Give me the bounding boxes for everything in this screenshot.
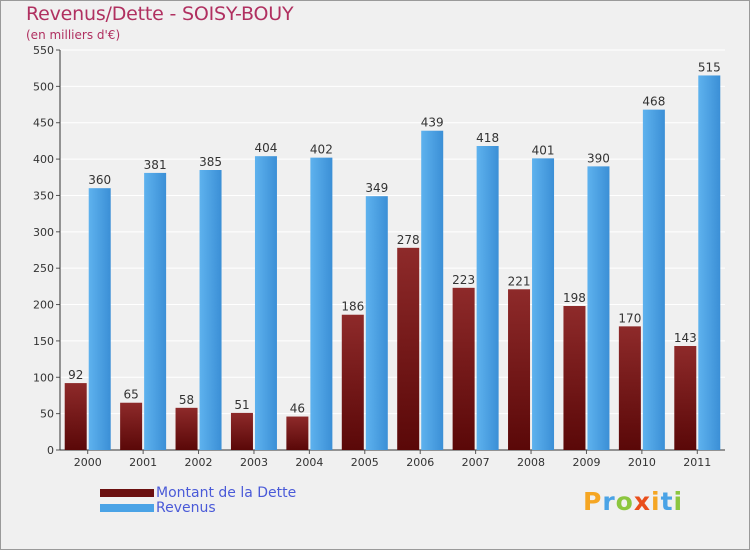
x-tick-label: 2003 xyxy=(240,456,268,469)
x-tick-label: 2011 xyxy=(683,456,711,469)
logo-letter: i xyxy=(651,487,661,516)
y-tick-label: 200 xyxy=(33,299,54,312)
x-tick-label: 2000 xyxy=(74,456,102,469)
data-label-debt: 278 xyxy=(397,233,420,247)
bar-revenue xyxy=(365,196,388,450)
data-label-revenue: 515 xyxy=(698,60,721,74)
bars xyxy=(64,75,721,451)
chart-subtitle: (en milliers d'€) xyxy=(26,28,121,42)
bar-debt xyxy=(397,247,420,450)
data-labels: 92 360 65 381 58 385 51 404 46 402 186 349 278 439 223… xyxy=(68,60,721,415)
data-label-debt: 221 xyxy=(508,274,531,288)
bar-revenue xyxy=(421,130,444,450)
y-tick-label: 450 xyxy=(33,117,54,130)
x-tick-label: 2001 xyxy=(129,456,157,469)
data-label-debt: 51 xyxy=(234,398,249,412)
logo-letter: x xyxy=(633,487,651,516)
y-tick-label: 150 xyxy=(33,335,54,348)
bar-debt xyxy=(64,383,87,450)
data-label-debt: 58 xyxy=(179,393,194,407)
bar-revenue xyxy=(642,109,665,451)
y-tick-label: 0 xyxy=(47,444,54,457)
y-tick-label: 100 xyxy=(33,371,54,384)
data-label-debt: 46 xyxy=(290,402,305,416)
bar-debt xyxy=(286,416,309,450)
bar-revenue xyxy=(476,146,499,450)
legend-swatch-debt xyxy=(100,489,154,497)
data-label-revenue: 418 xyxy=(476,131,499,145)
y-tick-label: 250 xyxy=(33,262,54,275)
bar-revenue xyxy=(144,172,167,450)
grid-lines xyxy=(60,49,725,451)
data-label-revenue: 401 xyxy=(532,143,555,157)
data-label-debt: 65 xyxy=(123,388,138,402)
bar-debt xyxy=(230,412,253,450)
x-axis-ticks: 2000 2001 2002 2003 2004 2005 2006 2007 2008 2009… xyxy=(74,450,711,469)
legend-label-revenue: Revenus xyxy=(156,500,216,516)
y-tick-label: 550 xyxy=(33,44,54,57)
bar-revenue xyxy=(254,156,277,450)
x-tick-label: 2010 xyxy=(628,456,656,469)
logo-letter: t xyxy=(660,487,674,516)
data-label-debt: 170 xyxy=(618,311,641,325)
data-label-debt: 198 xyxy=(563,291,586,305)
data-label-revenue: 360 xyxy=(88,173,111,187)
data-label-revenue: 404 xyxy=(255,141,278,155)
bar-debt xyxy=(674,346,697,450)
data-label-debt: 143 xyxy=(674,331,697,345)
data-label-debt: 92 xyxy=(68,368,83,382)
data-label-revenue: 349 xyxy=(365,181,388,195)
bar-revenue xyxy=(587,166,610,450)
data-label-revenue: 390 xyxy=(587,151,610,165)
legend-swatch-revenue xyxy=(100,504,154,512)
bar-revenue xyxy=(88,188,111,450)
legend-label-debt: Montant de la Dette xyxy=(156,485,297,501)
bar-revenue xyxy=(698,75,721,451)
data-label-revenue: 402 xyxy=(310,143,333,157)
y-tick-label: 400 xyxy=(33,153,54,166)
bar-debt xyxy=(175,407,198,450)
bar-debt xyxy=(452,287,475,450)
data-label-revenue: 385 xyxy=(199,155,222,169)
bar-debt xyxy=(508,289,531,450)
y-tick-label: 350 xyxy=(33,189,54,202)
data-label-revenue: 381 xyxy=(144,158,167,172)
bar-debt xyxy=(563,306,586,450)
bar-revenue xyxy=(310,157,333,451)
logo-letter: r xyxy=(602,487,616,516)
bar-debt xyxy=(618,326,641,450)
data-label-debt: 223 xyxy=(452,273,475,287)
x-tick-label: 2005 xyxy=(351,456,379,469)
data-label-revenue: 468 xyxy=(642,95,665,109)
data-label-debt: 186 xyxy=(341,300,364,314)
data-label-revenue: 439 xyxy=(421,116,444,130)
logo-letter: P xyxy=(583,487,603,516)
bar-revenue xyxy=(199,170,222,450)
y-tick-label: 50 xyxy=(40,408,54,421)
bar-debt xyxy=(341,314,364,450)
x-tick-label: 2002 xyxy=(185,456,213,469)
proxiti-logo: Proxiti xyxy=(583,487,683,516)
logo-letter: i xyxy=(673,487,684,516)
y-tick-label: 500 xyxy=(33,80,54,93)
y-tick-label: 300 xyxy=(33,226,54,239)
x-tick-label: 2008 xyxy=(517,456,545,469)
x-tick-label: 2004 xyxy=(295,456,323,469)
bar-revenue xyxy=(532,158,555,450)
chart-title: Revenus/Dette - SOISY-BOUY xyxy=(26,3,294,25)
y-axis-ticks: 0 50 100 150 200 250 300 350 400 450 500 550 xyxy=(33,44,725,457)
plot-area xyxy=(60,50,725,450)
x-tick-label: 2006 xyxy=(406,456,434,469)
x-tick-label: 2009 xyxy=(572,456,600,469)
x-tick-label: 2007 xyxy=(462,456,490,469)
logo-letter: o xyxy=(615,487,634,516)
bar-debt xyxy=(120,402,143,450)
